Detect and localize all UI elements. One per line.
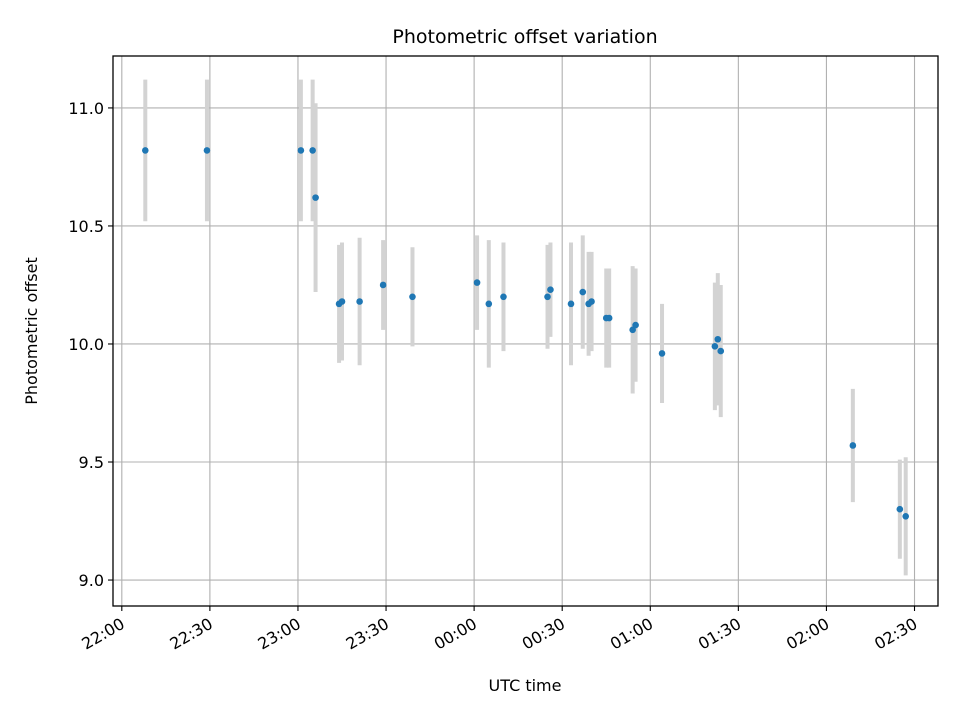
data-point: [547, 286, 554, 293]
data-point: [896, 505, 904, 513]
y-axis-ticks: 9.0 9.5 10.0 10.5 11.0: [68, 99, 113, 590]
data-point: [409, 293, 416, 301]
data-point: [379, 281, 387, 289]
data-point: [714, 335, 722, 343]
y-tick-label: 10.0: [68, 335, 104, 354]
data-point: [605, 314, 613, 322]
data-point: [500, 293, 507, 301]
y-tick-label: 10.5: [68, 217, 104, 236]
data-point: [203, 147, 211, 154]
data-point: [567, 300, 575, 308]
data-points: [141, 147, 910, 520]
data-point: [544, 293, 551, 301]
data-point: [902, 513, 910, 520]
y-axis-label: Photometric offset: [22, 257, 41, 405]
data-point: [632, 321, 639, 329]
data-point: [485, 300, 493, 308]
data-point: [658, 350, 666, 357]
data-point: [849, 442, 857, 449]
data-point: [629, 326, 636, 334]
grid: [113, 56, 938, 606]
data-point: [309, 147, 316, 154]
chart-title: Photometric offset variation: [392, 26, 657, 48]
y-tick-label: 9.0: [79, 571, 104, 590]
data-point: [297, 147, 305, 154]
y-tick-label: 9.5: [79, 453, 104, 472]
x-axis-label: UTC time: [489, 676, 562, 695]
data-point: [717, 347, 725, 355]
y-tick-label: 11.0: [68, 99, 104, 118]
data-point: [356, 298, 363, 305]
data-point: [473, 279, 481, 286]
data-point: [312, 194, 319, 201]
data-point: [141, 147, 149, 154]
data-point: [338, 298, 346, 305]
data-point: [711, 343, 719, 350]
data-point: [588, 298, 595, 305]
data-point: [579, 288, 587, 296]
plot-area-frame: [112, 55, 939, 607]
